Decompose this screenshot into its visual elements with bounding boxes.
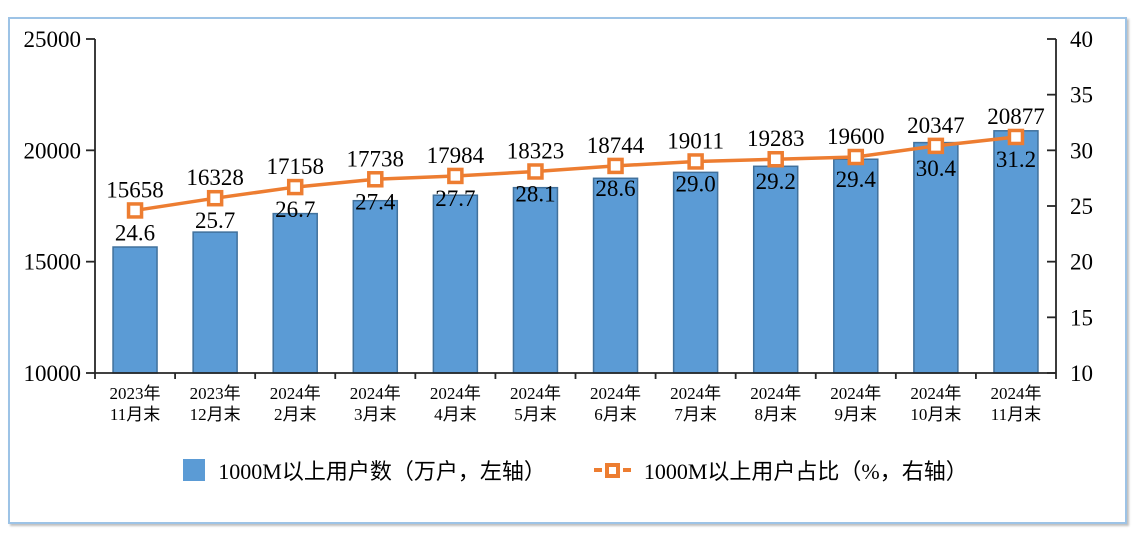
x-axis-category-label: 2024年 5月末: [510, 384, 561, 424]
line-marker-icon: [767, 150, 784, 168]
line-value-label: 28.6: [595, 176, 635, 201]
bar-series: [112, 130, 1039, 374]
right-axis-tick-label: 15: [1070, 305, 1093, 330]
line-marker-icon: [447, 167, 464, 185]
x-axis-category-label: 2024年 11月末: [990, 384, 1041, 424]
axis-tick-labels: 10000 15000 20000 25000 10 15 20 25 30 35 40: [24, 27, 1094, 386]
right-axis-tick-label: 35: [1070, 83, 1093, 108]
legend-label-bar-series: 1000M以上用户数（万户，左轴）: [218, 459, 546, 484]
line-value-label: 28.1: [515, 181, 555, 206]
x-axis-category-label: 2023年 11月末: [110, 384, 161, 424]
line-value-label: 29.0: [676, 171, 716, 196]
bar-value-label: 19011: [667, 128, 724, 153]
right-axis-tick-label: 30: [1070, 138, 1093, 163]
line-series-swatch-icon: [593, 462, 631, 478]
right-axis-tick-label: 20: [1070, 250, 1093, 275]
left-axis-tick-label: 25000: [24, 27, 82, 52]
line-value-label: 29.2: [756, 169, 796, 194]
x-axis-category-label: 2024年 2月末: [270, 384, 321, 424]
left-axis-tick-label: 15000: [24, 250, 82, 275]
bar: [192, 231, 238, 374]
bar-value-label: 17738: [347, 146, 405, 171]
bar-value-label: 18323: [507, 138, 565, 163]
line-marker-icon: [286, 178, 304, 196]
x-axis-category-label: 2024年 4月末: [430, 384, 481, 424]
bar-value-label: 20347: [907, 113, 965, 138]
line-marker-icon: [206, 189, 224, 207]
x-axis-category-label: 2024年 8月末: [750, 384, 801, 424]
bar: [672, 171, 719, 374]
line-series: [134, 135, 1017, 213]
line-value-label: 26.7: [275, 197, 315, 222]
bar-series-swatch-icon: [183, 459, 206, 481]
bar: [432, 194, 479, 374]
bar: [752, 165, 799, 374]
bar-value-label: 17984: [427, 143, 485, 168]
bar: [272, 212, 318, 374]
bar: [512, 186, 559, 374]
axes: [86, 38, 1057, 379]
left-axis-tick-label: 20000: [24, 138, 82, 163]
legend-item-line-series: 1000M以上用户占比（%，右轴）: [593, 454, 968, 486]
x-axis-category-label: 2023年 12月末: [190, 384, 241, 424]
line-value-label: 27.7: [435, 186, 475, 211]
bar-value-label: 19283: [747, 126, 805, 151]
line-marker-icon: [687, 153, 704, 170]
bar-value-label: 15658: [106, 177, 164, 202]
x-axis-category-label: 2024年 9月末: [830, 384, 881, 424]
right-axis-tick-label: 25: [1070, 194, 1093, 219]
right-axis-tick-label: 10: [1070, 361, 1093, 386]
bar-value-label: 16328: [186, 165, 244, 190]
line-markers: [126, 128, 1025, 219]
left-axis-tick-label: 10000: [24, 361, 82, 386]
bar: [833, 158, 879, 374]
line-marker-icon: [847, 148, 865, 166]
bar: [112, 246, 158, 374]
bar-value-label: 18744: [587, 133, 645, 158]
x-axis-category-label: 2024年 7月末: [670, 384, 721, 424]
line-value-label: 31.2: [996, 147, 1036, 172]
x-axis-category-label: 2024年 3月末: [350, 384, 401, 424]
legend-item-bar-series: 1000M以上用户数（万户，左轴）: [183, 454, 546, 486]
line-marker-icon: [126, 202, 144, 219]
bar: [592, 177, 639, 374]
line-value-label: 29.4: [836, 167, 877, 192]
bar: [913, 141, 959, 374]
line-value-label: 27.4: [355, 189, 396, 214]
line-value-label: 25.7: [195, 208, 235, 233]
x-axis-category-label: 2024年 6月末: [590, 384, 641, 424]
line-marker-icon: [607, 157, 624, 175]
line-marker-icon: [367, 171, 384, 188]
x-axis-category-label: 2024年 10月末: [910, 384, 961, 424]
bar-value-label: 17158: [266, 154, 324, 179]
line-value-label: 30.4: [916, 156, 957, 181]
right-axis-tick-label: 40: [1070, 27, 1093, 52]
data-labels: 15658 16328 17158 17738 17984 18323 18744 19011…: [106, 104, 1044, 245]
bar-value-label: 20877: [987, 104, 1045, 129]
chart-legend: 1000M以上用户数（万户，左轴） 1000M以上用户占比（%，右轴）: [95, 454, 1056, 486]
line-marker-icon: [1007, 128, 1025, 146]
bar-value-label: 19600: [827, 124, 885, 149]
line-value-label: 24.6: [115, 220, 155, 245]
x-axis-labels: 2023年 11月末 2023年 12月末 2024年 2月末 2024年 3月末 2024年 4…: [110, 384, 1042, 424]
legend-label-line-series: 1000M以上用户占比（%，右轴）: [643, 459, 968, 484]
line-marker-icon: [527, 163, 544, 180]
line-marker-icon: [927, 137, 945, 155]
bar: [352, 199, 399, 374]
